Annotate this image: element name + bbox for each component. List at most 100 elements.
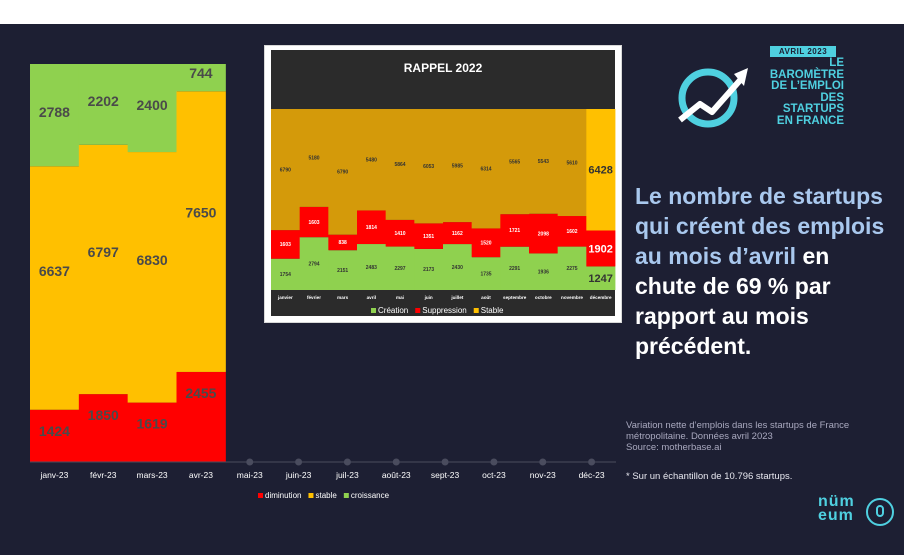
inset-data-label: 1351 bbox=[423, 234, 434, 240]
inset-data-label: 2151 bbox=[337, 268, 348, 274]
bar-stable bbox=[78, 144, 129, 395]
legend-swatch-diminution bbox=[258, 493, 263, 498]
inset-legend-label: Suppression bbox=[422, 306, 466, 315]
data-label-diminution: 1850 bbox=[88, 407, 119, 423]
inset-bar-suppression bbox=[557, 216, 587, 247]
inset-data-label: 1247 bbox=[588, 273, 612, 285]
inset-bar-suppression bbox=[414, 223, 444, 249]
inset-bar-stable bbox=[385, 109, 415, 220]
data-label-croissance: 2202 bbox=[88, 93, 119, 109]
inset-bar-stable bbox=[357, 109, 387, 211]
inset-data-label: 5985 bbox=[452, 163, 463, 169]
inset-bar-stable bbox=[471, 109, 501, 229]
inset-bar-suppression bbox=[586, 230, 616, 267]
data-label-stable: 7650 bbox=[185, 205, 216, 221]
inset-data-label: 1410 bbox=[394, 231, 405, 237]
mascot-icon bbox=[866, 498, 894, 526]
bar-diminution bbox=[30, 409, 80, 462]
inset-bar-création bbox=[414, 248, 444, 290]
logo-title: LE BAROMÈTRE DE L’EMPLOI DES STARTUPS EN… bbox=[760, 57, 844, 127]
inset-data-label: 2794 bbox=[308, 261, 319, 267]
inset-chart: RAPPEL 2022 1754 1603 6790 janvier 2794 1603 51… bbox=[271, 61, 616, 315]
x-tick-label: juin-23 bbox=[285, 470, 312, 480]
inset-bar-création bbox=[357, 244, 387, 290]
inset-bar-suppression bbox=[385, 219, 415, 247]
inset-data-label: 1162 bbox=[452, 231, 463, 237]
inset-data-label: 5610 bbox=[566, 160, 577, 166]
inset-bar-création bbox=[500, 246, 530, 290]
trend-arrow-icon bbox=[678, 68, 748, 128]
legend-label-diminution: diminution bbox=[265, 491, 301, 500]
inset-bar-suppression bbox=[443, 222, 473, 245]
inset-data-label: 1735 bbox=[480, 271, 491, 277]
inset-bar-suppression bbox=[357, 210, 387, 245]
inset-data-label: 6790 bbox=[337, 170, 348, 176]
inset-bar-suppression bbox=[299, 206, 329, 238]
inset-bar-création bbox=[385, 246, 415, 290]
logo-title-line-4: EN FRANCE bbox=[776, 114, 844, 127]
inset-data-label: 1936 bbox=[538, 269, 549, 275]
data-label-stable: 6830 bbox=[137, 252, 168, 268]
data-label-stable: 6637 bbox=[39, 263, 70, 279]
inset-data-label: 5480 bbox=[366, 157, 377, 163]
x-tick-label: janv-23 bbox=[39, 470, 68, 480]
inset-bar-stable bbox=[443, 109, 473, 223]
inset-title: RAPPEL 2022 bbox=[404, 61, 483, 75]
data-label-stable: 6797 bbox=[88, 244, 119, 260]
inset-x-tick-label: décembre bbox=[590, 295, 612, 300]
logo-title-line-2: DE L’EMPLOI bbox=[771, 80, 844, 92]
inset-bar-création bbox=[328, 250, 358, 290]
brand-line-2: eum bbox=[818, 507, 854, 524]
inset-data-label: 6314 bbox=[480, 166, 491, 172]
inset-bar-suppression bbox=[500, 214, 530, 247]
x-tick-label: mars-23 bbox=[136, 470, 167, 480]
inset-x-tick-label: mars bbox=[337, 295, 348, 300]
x-tick-label: juil-23 bbox=[335, 470, 359, 480]
inset-x-tick-label: avril bbox=[367, 295, 376, 300]
x-tick-label: déc-23 bbox=[579, 470, 605, 480]
bar-croissance bbox=[127, 64, 177, 153]
inset-data-label: 2483 bbox=[366, 265, 377, 271]
inset-bar-stable bbox=[328, 109, 358, 235]
inset-data-label: 6053 bbox=[423, 164, 434, 170]
inset-data-label: 5864 bbox=[394, 162, 405, 168]
data-label-croissance: 744 bbox=[189, 65, 213, 81]
inset-data-label: 2291 bbox=[509, 266, 520, 272]
inset-bar-stable bbox=[299, 109, 329, 207]
inset-data-label: 5543 bbox=[538, 159, 549, 165]
inset-data-label: 5180 bbox=[308, 156, 319, 162]
inset-legend-label: Stable bbox=[481, 306, 504, 315]
x-tick-label: nov-23 bbox=[530, 470, 556, 480]
inset-data-label: 5565 bbox=[509, 159, 520, 165]
x-tick-label: oct-23 bbox=[482, 470, 506, 480]
inset-x-tick-label: septembre bbox=[503, 295, 527, 300]
data-label-croissance: 2400 bbox=[137, 97, 168, 113]
inset-bar-stable bbox=[271, 109, 301, 231]
inset-data-label: 1721 bbox=[509, 228, 520, 234]
bar-stable bbox=[127, 152, 177, 403]
logo-title-line-3: DES STARTUPS bbox=[782, 91, 844, 115]
inset-data-label: 1520 bbox=[480, 241, 491, 247]
inset-bar-stable bbox=[586, 109, 616, 231]
bar-diminution bbox=[176, 371, 226, 462]
data-label-croissance: 2788 bbox=[39, 104, 70, 120]
numeum-logo: nüm eum bbox=[818, 494, 855, 524]
inset-bar-création bbox=[443, 244, 473, 290]
infographic: 1424 6637 2788 janv-23 1850 6797 2202 févr-23 16… bbox=[0, 24, 904, 555]
inset-x-tick-label: janvier bbox=[277, 295, 293, 300]
inset-bar-création bbox=[557, 246, 587, 290]
x-tick-label: août-23 bbox=[382, 470, 411, 480]
inset-x-tick-label: novembre bbox=[561, 295, 583, 300]
inset-data-label: 2275 bbox=[566, 266, 577, 272]
inset-legend-swatch bbox=[415, 308, 421, 313]
inset-data-label: 1814 bbox=[366, 225, 377, 231]
data-label-diminution: 1424 bbox=[39, 423, 70, 439]
source-note: Variation nette d’emplois dans les start… bbox=[626, 420, 896, 453]
inset-data-label: 1603 bbox=[280, 242, 291, 248]
headline-rest: en chute de 69 % par rapport au mois pré… bbox=[635, 243, 831, 359]
inset-x-tick-label: juin bbox=[424, 295, 433, 300]
inset-x-tick-label: février bbox=[307, 295, 321, 300]
legend-swatch-croissance bbox=[343, 493, 349, 498]
source-line-3: Source: motherbase.ai bbox=[626, 442, 722, 453]
inset-data-label: 1602 bbox=[566, 229, 577, 235]
